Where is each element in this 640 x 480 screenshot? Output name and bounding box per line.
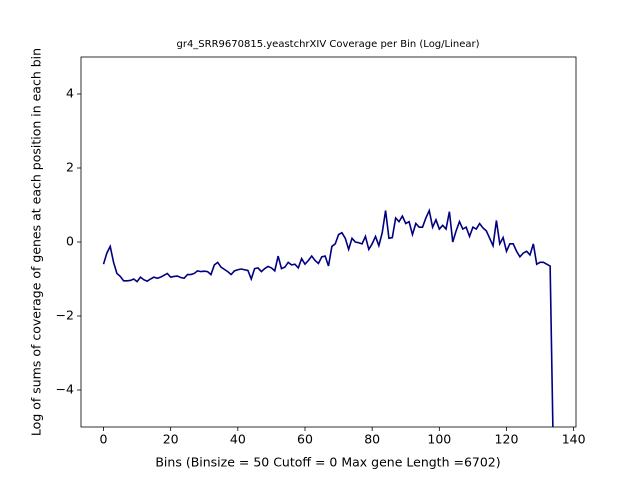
x-tick-label: 100 xyxy=(427,432,451,447)
y-tick-label: −2 xyxy=(56,308,74,323)
data-line xyxy=(102,207,554,427)
x-tick-label: 0 xyxy=(100,432,108,447)
y-tick-label: 4 xyxy=(66,86,74,101)
x-axis-label: Bins (Binsize = 50 Cutoff = 0 Max gene L… xyxy=(155,455,500,470)
y-axis-label: Log of sums of coverage of genes at each… xyxy=(29,48,44,436)
y-tick-label: −4 xyxy=(56,382,74,397)
plot-frame xyxy=(80,56,577,428)
x-tick-label: 40 xyxy=(230,432,246,447)
x-tick-label: 80 xyxy=(364,432,380,447)
chart-title: gr4_SRR9670815.yeastchrXIV Coverage per … xyxy=(176,39,479,50)
y-tick-label: 0 xyxy=(66,234,74,249)
y-tick-label: 2 xyxy=(66,160,74,175)
x-tick-label: 20 xyxy=(163,432,179,447)
x-tick-label: 120 xyxy=(495,432,519,447)
x-tick-label: 140 xyxy=(562,432,586,447)
x-tick-label: 60 xyxy=(297,432,313,447)
